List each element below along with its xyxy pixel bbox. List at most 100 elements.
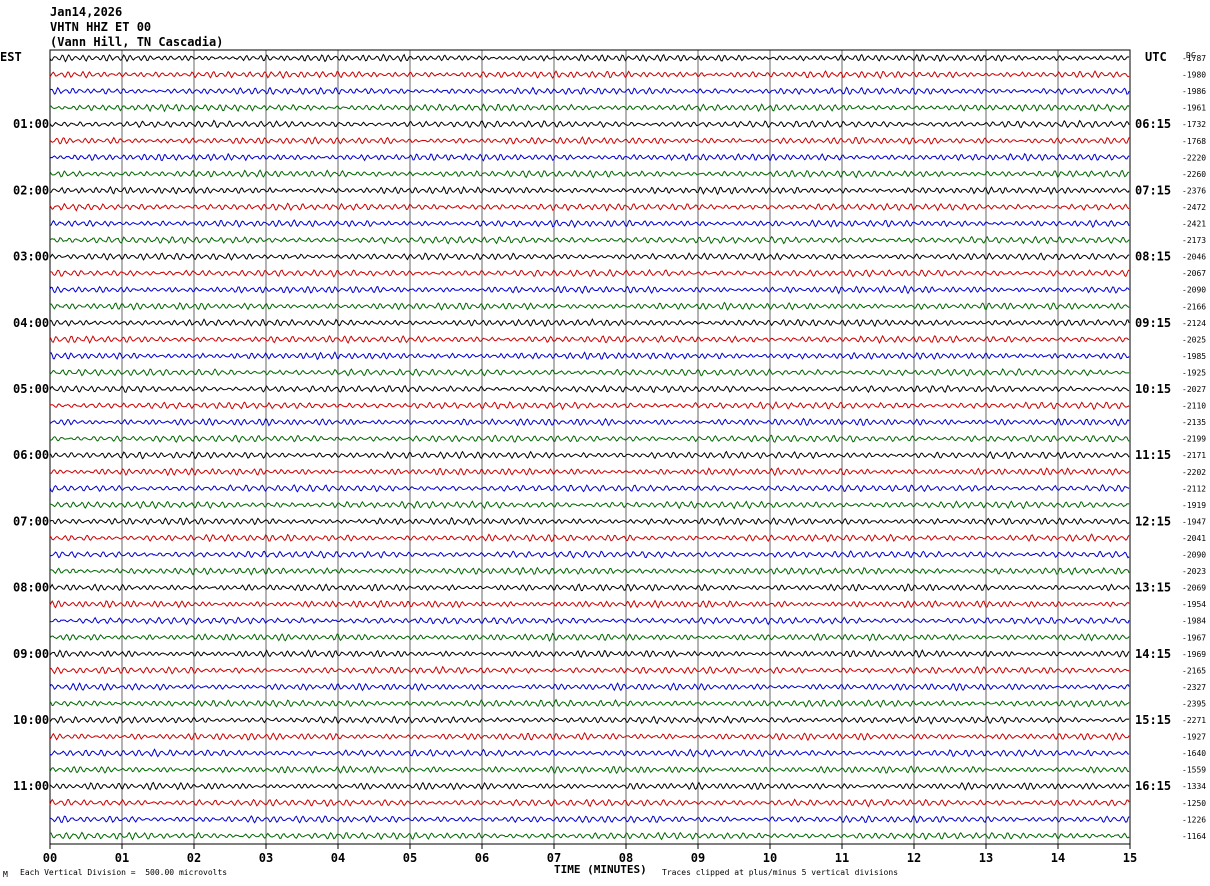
dc-offset-label: -2173 [1182, 236, 1206, 245]
dc-offset-label: -2025 [1182, 335, 1206, 344]
x-tick-label: 09 [691, 851, 705, 865]
dc-offset-label: -1640 [1182, 749, 1206, 758]
dc-offset-label: -2472 [1182, 203, 1206, 212]
seismic-trace [49, 500, 1130, 510]
dc-offset-label: -1334 [1182, 782, 1206, 791]
x-tick-label: 00 [43, 851, 57, 865]
right-hour-label: 06:15 [1135, 117, 1171, 131]
seismic-trace [49, 152, 1130, 162]
dc-offset-label: -1559 [1182, 766, 1206, 775]
dc-offset-label: -1226 [1182, 815, 1206, 824]
dc-offset-label: -2421 [1182, 220, 1206, 229]
right-hour-label: 15:15 [1135, 713, 1171, 727]
right-hour-label: 09:15 [1135, 316, 1171, 330]
seismic-trace [49, 649, 1130, 659]
dc-offset-label: -1980 [1182, 71, 1206, 80]
right-hour-label: 10:15 [1135, 382, 1171, 396]
dc-offset-label: -1164 [1182, 832, 1206, 841]
dc-offset-label: -2376 [1182, 186, 1206, 195]
right-hour-label: 07:15 [1135, 183, 1171, 197]
seismic-trace [49, 86, 1130, 96]
seismic-trace [49, 450, 1130, 460]
dc-offset-label: -1250 [1182, 799, 1206, 808]
seismic-trace [49, 781, 1130, 791]
seismic-trace [49, 367, 1130, 377]
dc-offset-label: -2027 [1182, 385, 1206, 394]
dc-offset-label: -1919 [1182, 501, 1206, 510]
seismic-trace [49, 119, 1130, 129]
seismic-trace [49, 268, 1130, 278]
x-tick-label: 04 [331, 851, 345, 865]
dc-offset-label: -2112 [1182, 484, 1206, 493]
seismic-trace [49, 334, 1130, 345]
seismic-trace [49, 765, 1130, 775]
seismic-trace [49, 682, 1130, 692]
dc-offset-label: -1967 [1182, 633, 1206, 642]
x-tick-label: 14 [1051, 851, 1065, 865]
seismic-trace [49, 185, 1130, 196]
seismic-trace [49, 732, 1130, 742]
x-tick-label: 07 [547, 851, 561, 865]
dc-offset-label: -1969 [1182, 650, 1206, 659]
right-hour-label: 14:15 [1135, 647, 1171, 661]
right-hour-label: 12:15 [1135, 514, 1171, 528]
dc-offset-label: -2199 [1182, 435, 1206, 444]
right-hour-label: 16:15 [1135, 779, 1171, 793]
dc-offset-label: -1954 [1182, 600, 1206, 609]
seismic-trace [49, 136, 1130, 145]
seismic-trace [49, 516, 1130, 527]
seismic-trace [49, 715, 1130, 725]
dc-offset-label: -2110 [1182, 402, 1206, 411]
chart-labels: EST UTC DC 00 01 02 03 04 05 06 07 08 09 10 11 12 13 1… [0, 50, 1206, 865]
dc-offset-label: -2395 [1182, 699, 1206, 708]
dc-offset-label: -1927 [1182, 733, 1206, 742]
left-hour-label: 01:00 [13, 117, 49, 131]
left-hour-label: 05:00 [13, 382, 49, 396]
dc-offset-label: -2327 [1182, 683, 1206, 692]
seismic-trace [49, 235, 1130, 245]
dc-offset-label: -2171 [1182, 451, 1206, 460]
seismic-trace [49, 351, 1130, 361]
x-tick-label: 15 [1123, 851, 1137, 865]
x-tick-label: 08 [619, 851, 633, 865]
x-tick-label: 11 [835, 851, 849, 865]
dc-offset-label: -1787 [1182, 54, 1206, 63]
seismic-trace [49, 285, 1130, 295]
left-hour-label: 11:00 [13, 779, 49, 793]
dc-offset-label: -1984 [1182, 617, 1206, 626]
seismic-trace [49, 169, 1130, 179]
dc-offset-label: -2023 [1182, 567, 1206, 576]
dc-offset-label: -2041 [1182, 534, 1206, 543]
right-hour-label: 11:15 [1135, 448, 1171, 462]
dc-offset-label: -1732 [1182, 120, 1206, 129]
dc-header-label: DC [1186, 51, 1196, 60]
x-tick-label: 05 [403, 851, 417, 865]
left-hour-label: 07:00 [13, 514, 49, 528]
seismic-trace [49, 533, 1130, 543]
seismic-trace [49, 384, 1130, 394]
seismic-trace [49, 53, 1130, 63]
dc-offset-label: -2271 [1182, 716, 1206, 725]
seismic-trace [49, 417, 1130, 427]
dc-offset-label: -2069 [1182, 584, 1206, 593]
seismic-trace [49, 698, 1130, 708]
seismic-trace [49, 400, 1130, 411]
seismic-trace [49, 301, 1130, 311]
dc-offset-label: -1985 [1182, 352, 1206, 361]
x-tick-label: 13 [979, 851, 993, 865]
left-hour-label: 02:00 [13, 183, 49, 197]
seismic-trace [49, 616, 1130, 626]
left-timezone-label: EST [0, 50, 22, 64]
seismic-trace [49, 434, 1130, 444]
x-tick-label: 02 [187, 851, 201, 865]
left-hour-label: 09:00 [13, 647, 49, 661]
dc-offset-label: -1986 [1182, 87, 1206, 96]
left-hour-label: 08:00 [13, 581, 49, 595]
dc-offset-label: -2166 [1182, 302, 1206, 311]
dc-offset-label: -1947 [1182, 517, 1206, 526]
seismic-trace [49, 550, 1130, 559]
seismic-trace [49, 103, 1130, 113]
x-tick-label: 06 [475, 851, 489, 865]
left-hour-label: 06:00 [13, 448, 49, 462]
